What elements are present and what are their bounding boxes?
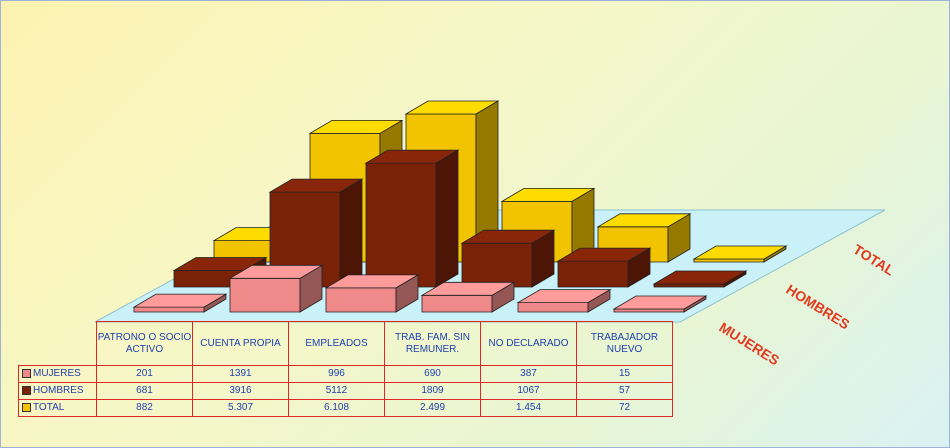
- table-row-total: TOTAL 882 5.307 6.108 2.499 1.454 72: [18, 399, 673, 417]
- series-name: HOMBRES: [33, 385, 84, 396]
- category-header: TRABAJADOR NUEVO: [576, 321, 673, 366]
- bar-hombres-4: [556, 247, 652, 288]
- data-cell: 57: [576, 382, 673, 400]
- data-cell: 1391: [192, 365, 289, 383]
- bar-mujeres-5: [612, 295, 708, 313]
- series-name: TOTAL: [33, 402, 65, 413]
- data-cell: 5112: [288, 382, 385, 400]
- data-cell: 72: [576, 399, 673, 417]
- category-header: CUENTA PROPIA: [192, 321, 289, 366]
- legend-entry-total: TOTAL: [18, 399, 97, 417]
- bar-hombres-1: [268, 178, 364, 288]
- depth-axis-label-total: TOTAL: [850, 241, 897, 279]
- data-cell: 1.454: [480, 399, 577, 417]
- data-cell: 882: [96, 399, 193, 417]
- data-cell: 690: [384, 365, 481, 383]
- data-cell: 996: [288, 365, 385, 383]
- bar-mujeres-0: [132, 293, 228, 313]
- legend-swatch-icon: [22, 385, 31, 395]
- data-table: PATRONO O SOCIO ACTIVO CUENTA PROPIA EMP…: [18, 321, 673, 417]
- bar-mujeres-1: [228, 264, 324, 313]
- data-cell: 2.499: [384, 399, 481, 417]
- series-name: MUJERES: [33, 368, 81, 379]
- bar-mujeres-2: [324, 274, 420, 313]
- bar-hombres-5: [652, 270, 748, 288]
- depth-axis-label-hombres: HOMBRES: [783, 281, 852, 332]
- category-header: NO DECLARADO: [480, 321, 577, 366]
- depth-axis-label-mujeres: MUJERES: [716, 319, 782, 368]
- data-cell: 6.108: [288, 399, 385, 417]
- data-cell: 15: [576, 365, 673, 383]
- table-corner: [19, 322, 97, 366]
- legend-entry-hombres: HOMBRES: [18, 382, 97, 400]
- data-cell: 3916: [192, 382, 289, 400]
- category-header: EMPLEADOS: [288, 321, 385, 366]
- table-row-mujeres: MUJERES 201 1391 996 690 387 15: [18, 365, 673, 383]
- data-cell: 201: [96, 365, 193, 383]
- data-cell: 1809: [384, 382, 481, 400]
- bar-mujeres-4: [516, 288, 612, 313]
- legend-swatch-icon: [22, 368, 31, 378]
- bar-hombres-2: [364, 149, 460, 288]
- category-header: PATRONO O SOCIO ACTIVO: [96, 321, 193, 366]
- category-header: TRAB. FAM. SIN REMUNER.: [384, 321, 481, 366]
- data-cell: 1067: [480, 382, 577, 400]
- data-cell: 681: [96, 382, 193, 400]
- legend-entry-mujeres: MUJERES: [18, 365, 97, 383]
- bar-mujeres-3: [420, 281, 516, 313]
- table-header-row: PATRONO O SOCIO ACTIVO CUENTA PROPIA EMP…: [19, 321, 673, 366]
- table-row-hombres: HOMBRES 681 3916 5112 1809 1067 57: [18, 382, 673, 400]
- data-cell: 5.307: [192, 399, 289, 417]
- data-cell: 387: [480, 365, 577, 383]
- legend-swatch-icon: [22, 402, 31, 412]
- bar-hombres-3: [460, 229, 556, 288]
- bar-total-5: [692, 245, 788, 263]
